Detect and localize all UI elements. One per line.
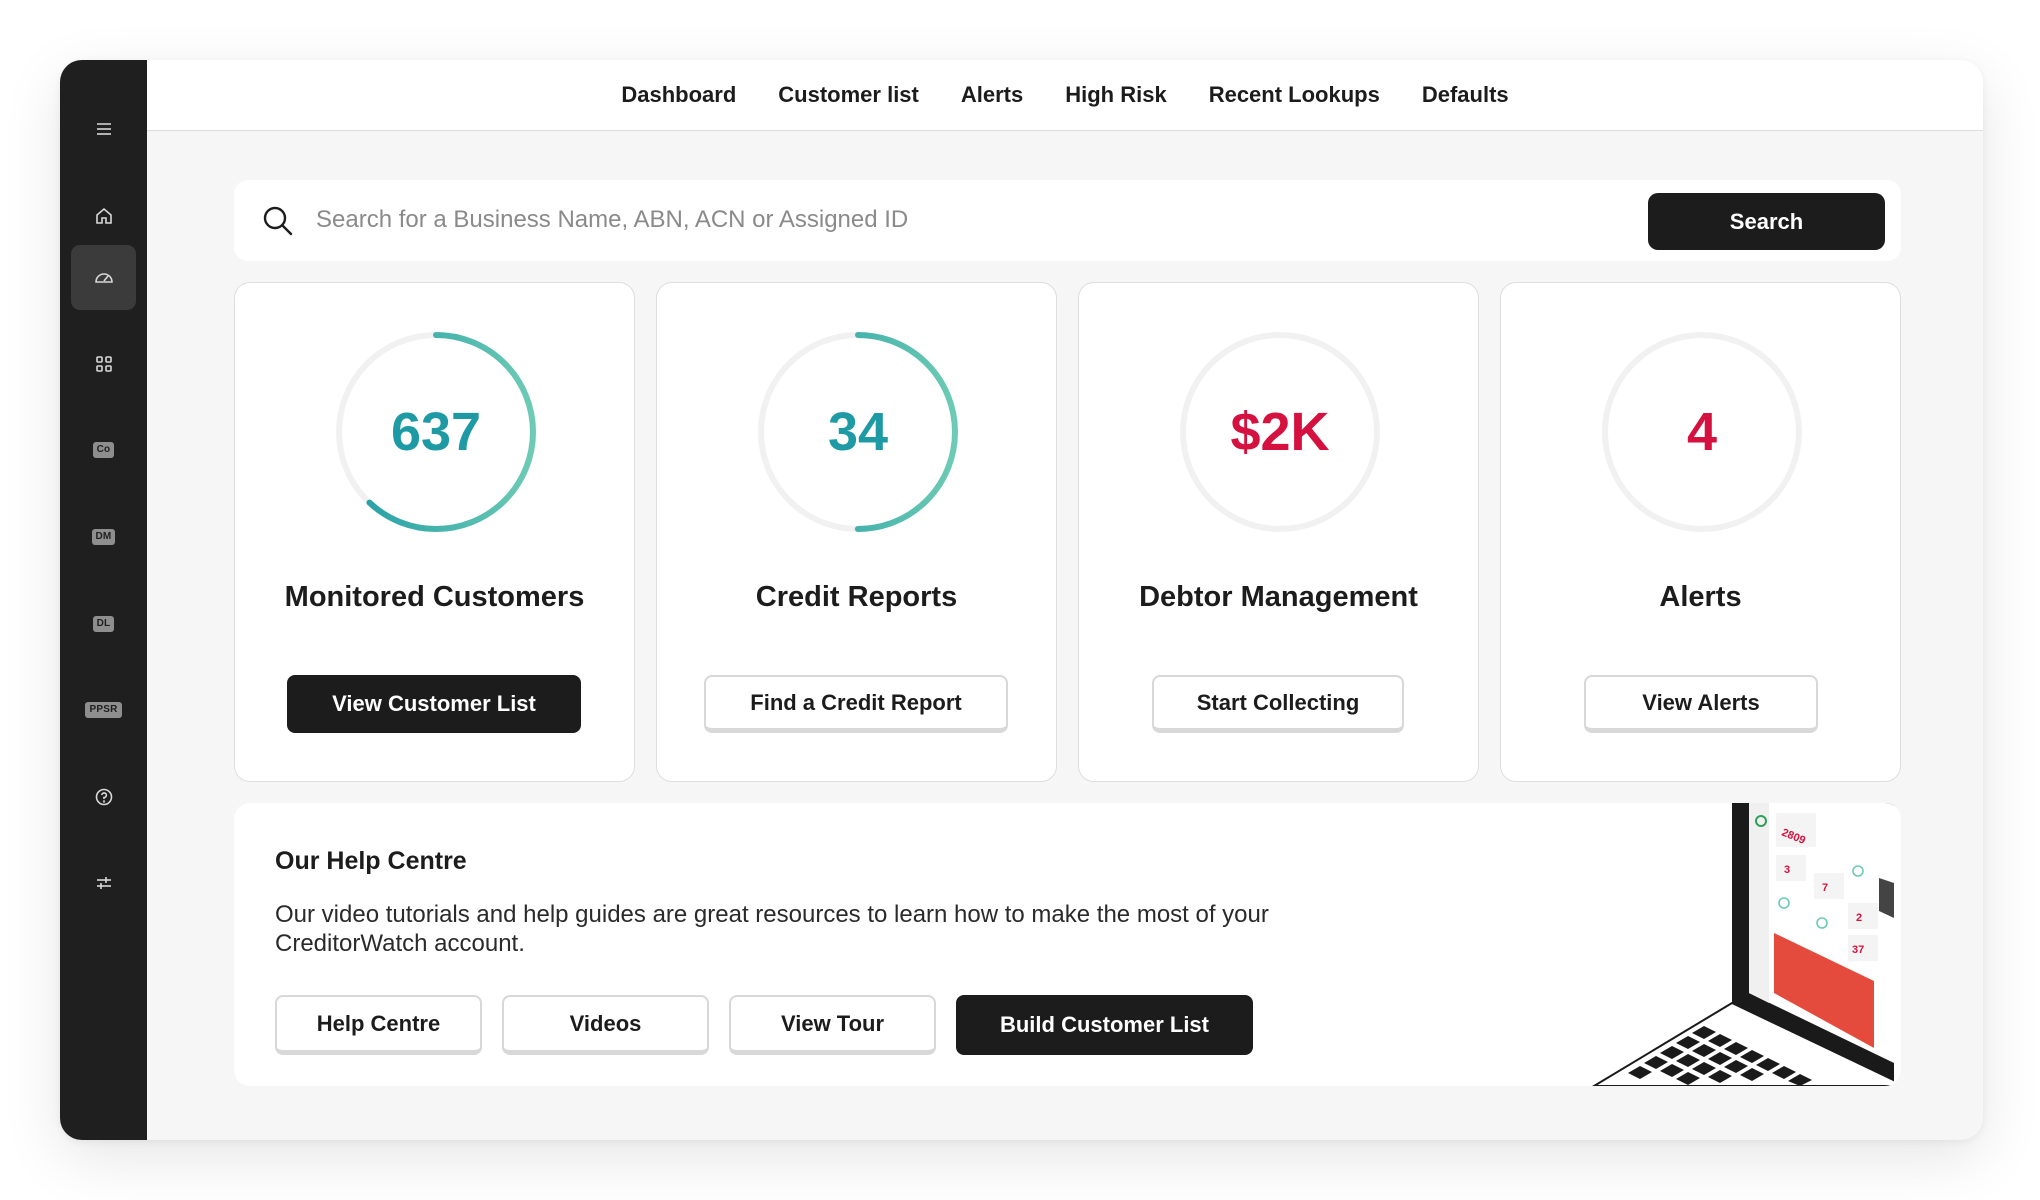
svg-text:3: 3 xyxy=(1784,864,1790,876)
card-title: Credit Reports xyxy=(755,581,958,613)
co-badge-icon: Co xyxy=(92,441,115,458)
sidebar-item-dashboard[interactable] xyxy=(71,245,136,310)
videos-button[interactable]: Videos xyxy=(502,995,709,1055)
sidebar-item-home[interactable] xyxy=(71,183,136,248)
sidebar: Co DM DL PPSR xyxy=(60,60,147,1140)
sidebar-item-apps[interactable] xyxy=(71,331,136,396)
app-window: Co DM DL PPSR Dashboard Customer list Al… xyxy=(60,60,1983,1140)
ring-progress-arc xyxy=(336,332,536,532)
debtor-management-card: $2K Debtor Management Start Collecting xyxy=(1078,282,1479,782)
nav-high-risk[interactable]: High Risk xyxy=(1065,82,1167,107)
help-centre-panel: Our Help Centre Our video tutorials and … xyxy=(234,803,1901,1086)
ring-chart-icon xyxy=(758,332,958,532)
search-input[interactable] xyxy=(316,198,1516,242)
svg-text:37: 37 xyxy=(1852,944,1864,956)
view-tour-button[interactable]: View Tour xyxy=(729,995,936,1055)
sidebar-item-dm[interactable]: DM xyxy=(71,504,136,569)
svg-text:7: 7 xyxy=(1822,882,1828,894)
nav-dashboard[interactable]: Dashboard xyxy=(621,82,737,107)
progress-ring: 34 xyxy=(757,331,959,533)
dl-badge-icon: DL xyxy=(92,615,115,632)
hamburger-menu-icon xyxy=(96,122,111,135)
ring-chart-icon xyxy=(1180,332,1380,532)
build-customer-list-button[interactable]: Build Customer List xyxy=(956,995,1253,1055)
nav-defaults[interactable]: Defaults xyxy=(1421,82,1509,107)
card-title: Monitored Customers xyxy=(284,581,585,613)
card-value: 4 xyxy=(1686,402,1718,462)
ring-chart-icon xyxy=(336,332,536,532)
view-alerts-button[interactable]: View Alerts xyxy=(1584,675,1818,733)
monitored-customers-card: 637 Monitored Customers View Customer Li… xyxy=(234,282,635,782)
ring-chart-icon xyxy=(1602,332,1802,532)
card-value: 34 xyxy=(827,402,889,462)
laptop-screen-content: 2809 3 7 2 37 xyxy=(1749,803,1894,1048)
nav-recent-lookups[interactable]: Recent Lookups xyxy=(1208,82,1380,107)
ring-progress-arc xyxy=(758,332,958,532)
nav-customer-list[interactable]: Customer list xyxy=(778,82,919,107)
view-customer-list-button[interactable]: View Customer List xyxy=(287,675,581,733)
progress-ring: 4 xyxy=(1601,331,1803,533)
credit-reports-card: 34 Credit Reports Find a Credit Report xyxy=(656,282,1057,782)
search-bar: Search xyxy=(234,180,1901,261)
sidebar-item-settings[interactable] xyxy=(71,850,136,915)
laptop-illustration: 2809 3 7 2 37 xyxy=(1592,803,1894,1086)
help-centre-description: Our video tutorials and help guides are … xyxy=(275,901,1269,957)
card-value: $2K xyxy=(1230,402,1330,462)
search-button[interactable]: Search xyxy=(1648,193,1885,250)
gauge-icon xyxy=(94,272,113,283)
sidebar-item-ppsr[interactable]: PPSR xyxy=(71,677,136,742)
nav-alerts[interactable]: Alerts xyxy=(960,82,1024,107)
card-title: Alerts xyxy=(1659,581,1742,613)
sidebar-item-dl[interactable]: DL xyxy=(71,591,136,656)
card-title: Debtor Management xyxy=(1139,581,1418,613)
home-icon xyxy=(95,207,112,224)
top-navigation: Dashboard Customer list Alerts High Risk… xyxy=(147,60,1983,131)
help-centre-title: Our Help Centre xyxy=(275,847,467,875)
sidebar-item-co[interactable]: Co xyxy=(71,417,136,482)
ppsr-badge-icon: PPSR xyxy=(85,701,122,718)
sidebar-item-help[interactable] xyxy=(71,764,136,829)
start-collecting-button[interactable]: Start Collecting xyxy=(1152,675,1404,733)
sliders-icon xyxy=(96,876,111,889)
card-value: 637 xyxy=(390,402,482,462)
alerts-card: 4 Alerts View Alerts xyxy=(1500,282,1901,782)
find-credit-report-button[interactable]: Find a Credit Report xyxy=(704,675,1008,733)
help-centre-button[interactable]: Help Centre xyxy=(275,995,482,1055)
progress-ring: 637 xyxy=(335,331,537,533)
svg-text:2: 2 xyxy=(1856,912,1862,924)
progress-ring: $2K xyxy=(1179,331,1381,533)
sidebar-item-menu[interactable] xyxy=(71,96,136,161)
grid-icon xyxy=(95,355,112,372)
help-circle-icon xyxy=(95,788,112,805)
keyboard-icon xyxy=(1628,1026,1812,1086)
dm-badge-icon: DM xyxy=(91,528,116,545)
search-icon xyxy=(263,206,293,236)
